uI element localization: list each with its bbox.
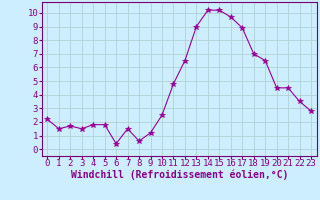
- X-axis label: Windchill (Refroidissement éolien,°C): Windchill (Refroidissement éolien,°C): [70, 170, 288, 180]
